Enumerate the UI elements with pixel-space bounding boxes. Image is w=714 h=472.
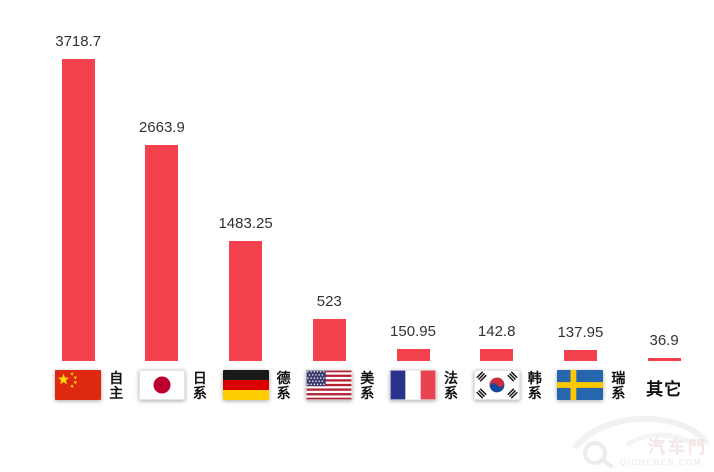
bar (229, 240, 263, 361)
category-item: 德系 (204, 370, 291, 401)
category-item: 其它 (622, 370, 706, 401)
watermark: 汽车門 QICHEMEN.COM (568, 408, 714, 472)
germany-flag-icon (222, 370, 269, 400)
category-item: 法系 (371, 370, 458, 401)
category-label: 法系 (444, 371, 458, 401)
category-label-char: 德 (276, 370, 291, 386)
category-label: 美系 (360, 371, 374, 401)
sweden-flag-icon (557, 370, 604, 400)
chart-column: 142.8 (455, 0, 539, 361)
watermark-car-magnifier-icon (573, 415, 709, 468)
chart-column: 137.95 (538, 0, 622, 361)
bar-value-label: 142.8 (477, 323, 516, 341)
category-label-other: 其它 (646, 380, 683, 399)
bar (480, 349, 514, 361)
bar-value-label: 2663.9 (138, 118, 185, 136)
category-label-char: 系 (527, 385, 542, 401)
bar (647, 358, 681, 361)
chart-column: 150.95 (371, 0, 455, 361)
bar (145, 144, 179, 361)
watermark-domain-text: QICHEMEN.COM (620, 458, 702, 467)
bar (61, 59, 95, 361)
bar-value-label: 523 (316, 292, 342, 310)
category-item: 自主 (36, 370, 123, 401)
chart-column: 2663.9 (120, 0, 204, 361)
japan-flag-icon (138, 370, 185, 400)
category-label-char: 系 (276, 385, 291, 401)
category-label-char: 韩 (527, 370, 542, 386)
category-label-char: 瑞 (611, 370, 626, 386)
chart-column: 36.9 (622, 0, 706, 361)
category-label-char: 系 (360, 385, 375, 401)
chart-column: 1483.25 (204, 0, 288, 361)
category-label: 自主 (109, 371, 123, 401)
category-label-char: 自 (109, 370, 124, 386)
category-label-char: 系 (192, 385, 207, 401)
bar-value-label: 3718.7 (55, 33, 102, 50)
bar (396, 348, 430, 361)
bar-value-label: 150.95 (390, 322, 436, 340)
bar (312, 318, 346, 361)
category-label: 日系 (193, 371, 207, 401)
category-label: 德系 (277, 371, 291, 401)
category-label: 瑞系 (611, 371, 625, 401)
bar-value-label: 137.95 (557, 323, 604, 341)
bar-value-label: 36.9 (649, 332, 679, 349)
watermark-brand-text: 汽车門 (648, 438, 708, 457)
usa-flag-icon (306, 370, 353, 400)
category-label-char: 法 (444, 370, 458, 386)
france-flag-icon (390, 370, 436, 400)
category-label-char: 日 (192, 370, 207, 386)
bar (563, 349, 597, 361)
china-flag-icon (55, 370, 102, 400)
chart-column: 3718.7 (36, 0, 120, 361)
bar-value-label: 1483.25 (218, 214, 273, 232)
category-label-char: 主 (109, 385, 124, 401)
category-item: 韩系 (455, 370, 542, 401)
category-label-char: 美 (360, 370, 375, 386)
south-korea-flag-icon (473, 370, 520, 400)
category-label: 韩系 (528, 371, 542, 401)
chart-column: 523 (287, 0, 371, 361)
category-label-char: 系 (611, 385, 626, 401)
category-label-char: 系 (444, 385, 458, 401)
category-item: 瑞系 (538, 370, 625, 401)
category-item: 日系 (120, 370, 207, 401)
category-item: 美系 (287, 370, 374, 401)
